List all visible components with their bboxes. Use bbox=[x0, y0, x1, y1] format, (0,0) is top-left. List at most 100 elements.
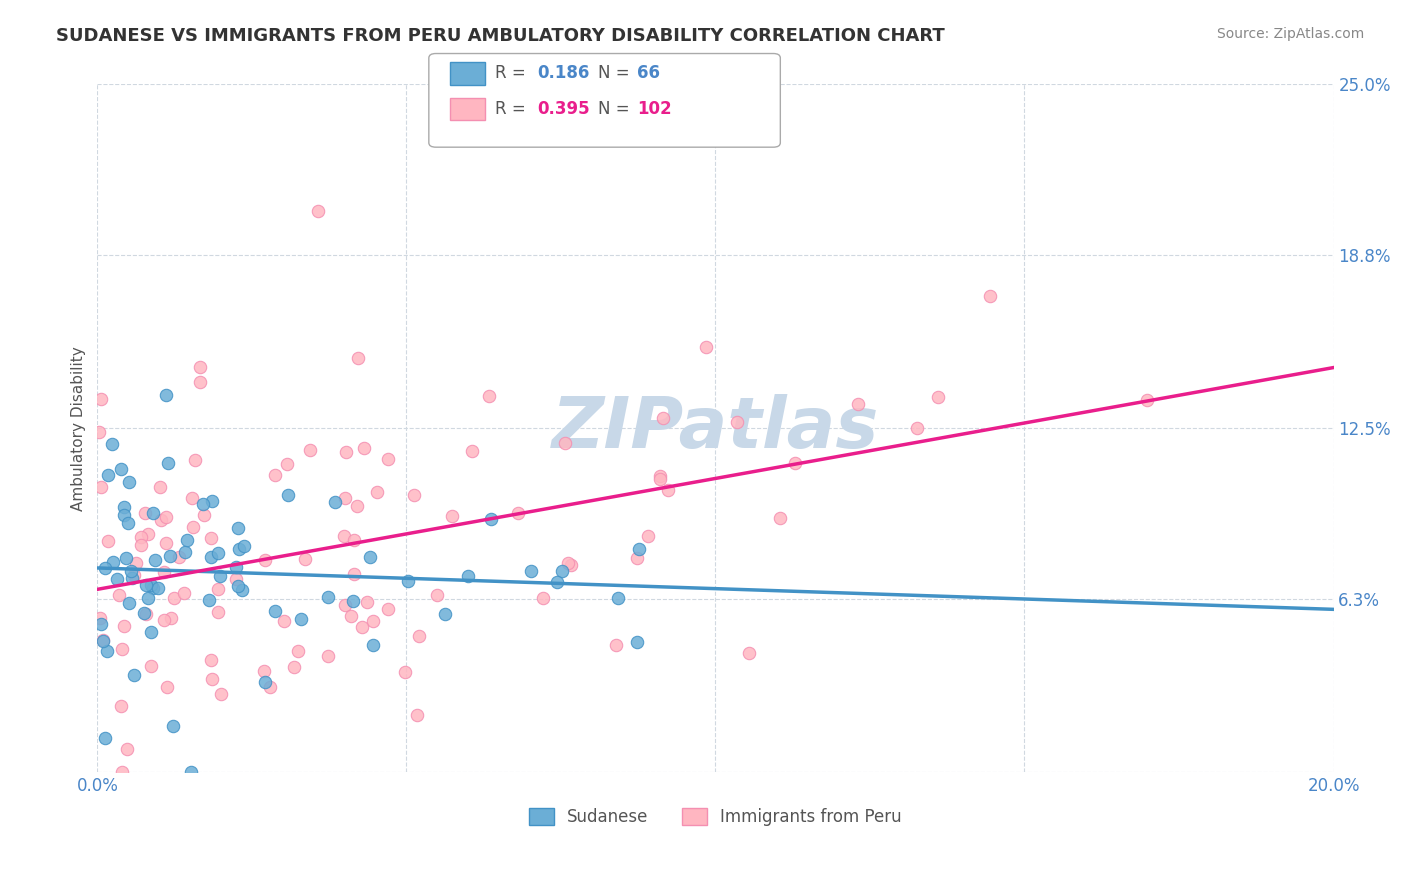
Immigrants from Peru bbox=[287, 643, 309, 657]
Immigrants from Peru bbox=[139, 659, 162, 673]
Sudanese bbox=[290, 612, 312, 626]
Text: N =: N = bbox=[598, 100, 634, 118]
Text: R =: R = bbox=[495, 100, 531, 118]
Immigrants from Peru bbox=[155, 510, 177, 524]
Immigrants from Peru bbox=[343, 533, 366, 547]
Sudanese bbox=[155, 388, 177, 402]
Immigrants from Peru bbox=[342, 566, 364, 581]
Sudanese bbox=[546, 574, 568, 589]
Immigrants from Peru bbox=[90, 480, 112, 494]
Immigrants from Peru bbox=[769, 511, 792, 525]
Text: ZIPatlas: ZIPatlas bbox=[551, 393, 879, 463]
Immigrants from Peru bbox=[181, 520, 204, 534]
Immigrants from Peru bbox=[725, 415, 748, 429]
Sudanese bbox=[316, 590, 339, 604]
Immigrants from Peru bbox=[783, 456, 806, 470]
Immigrants from Peru bbox=[200, 653, 222, 667]
Sudanese bbox=[231, 583, 253, 598]
Immigrants from Peru bbox=[207, 582, 229, 597]
Immigrants from Peru bbox=[353, 441, 375, 455]
Immigrants from Peru bbox=[97, 534, 120, 549]
Immigrants from Peru bbox=[335, 598, 357, 612]
Sudanese bbox=[121, 571, 143, 585]
Sudanese bbox=[120, 565, 142, 579]
Sudanese bbox=[277, 488, 299, 502]
Immigrants from Peru bbox=[162, 591, 184, 606]
Immigrants from Peru bbox=[225, 572, 247, 586]
Sudanese bbox=[90, 617, 112, 632]
Sudanese bbox=[457, 569, 479, 583]
Immigrants from Peru bbox=[153, 613, 176, 627]
Sudanese bbox=[159, 549, 181, 564]
Text: N =: N = bbox=[598, 64, 634, 82]
Sudanese bbox=[117, 516, 139, 531]
Immigrants from Peru bbox=[155, 681, 177, 695]
Immigrants from Peru bbox=[110, 699, 132, 714]
Immigrants from Peru bbox=[1136, 392, 1159, 407]
Immigrants from Peru bbox=[440, 509, 463, 524]
Sudanese bbox=[180, 765, 202, 780]
Sudanese bbox=[112, 500, 135, 515]
Immigrants from Peru bbox=[87, 425, 110, 439]
Sudanese bbox=[201, 493, 224, 508]
Immigrants from Peru bbox=[129, 529, 152, 543]
Sudanese bbox=[112, 508, 135, 522]
Sudanese bbox=[627, 541, 650, 556]
Immigrants from Peru bbox=[254, 553, 277, 567]
Sudanese bbox=[93, 731, 115, 745]
Sudanese bbox=[91, 633, 114, 648]
Text: SUDANESE VS IMMIGRANTS FROM PERU AMBULATORY DISABILITY CORRELATION CHART: SUDANESE VS IMMIGRANTS FROM PERU AMBULAT… bbox=[56, 27, 945, 45]
Sudanese bbox=[232, 539, 254, 553]
Immigrants from Peru bbox=[115, 741, 138, 756]
Immigrants from Peru bbox=[190, 359, 212, 374]
Immigrants from Peru bbox=[626, 550, 648, 565]
Immigrants from Peru bbox=[259, 680, 281, 694]
Immigrants from Peru bbox=[506, 506, 529, 520]
Immigrants from Peru bbox=[183, 453, 205, 467]
Immigrants from Peru bbox=[180, 491, 202, 505]
Sudanese bbox=[107, 572, 129, 586]
Immigrants from Peru bbox=[657, 483, 679, 497]
Immigrants from Peru bbox=[307, 204, 329, 219]
Sudanese bbox=[191, 497, 214, 511]
Immigrants from Peru bbox=[252, 664, 274, 678]
Immigrants from Peru bbox=[209, 688, 232, 702]
Sudanese bbox=[136, 591, 159, 605]
Sudanese bbox=[115, 551, 138, 566]
Immigrants from Peru bbox=[201, 672, 224, 686]
Immigrants from Peru bbox=[738, 646, 761, 660]
Immigrants from Peru bbox=[134, 507, 156, 521]
Sudanese bbox=[118, 475, 141, 490]
Immigrants from Peru bbox=[394, 665, 416, 679]
Sudanese bbox=[146, 581, 169, 595]
Immigrants from Peru bbox=[273, 614, 295, 628]
Sudanese bbox=[173, 545, 195, 559]
Immigrants from Peru bbox=[207, 605, 229, 619]
Immigrants from Peru bbox=[377, 452, 399, 467]
Immigrants from Peru bbox=[90, 392, 112, 406]
Immigrants from Peru bbox=[557, 556, 579, 570]
Text: R =: R = bbox=[495, 64, 531, 82]
Immigrants from Peru bbox=[652, 411, 675, 425]
Immigrants from Peru bbox=[298, 443, 321, 458]
Immigrants from Peru bbox=[927, 390, 949, 404]
Immigrants from Peru bbox=[404, 488, 426, 502]
Sudanese bbox=[254, 675, 277, 690]
Immigrants from Peru bbox=[347, 351, 370, 365]
Sudanese bbox=[323, 495, 346, 509]
Immigrants from Peru bbox=[149, 513, 172, 527]
Sudanese bbox=[626, 635, 648, 649]
Text: 0.186: 0.186 bbox=[537, 64, 589, 82]
Sudanese bbox=[607, 591, 630, 605]
Immigrants from Peru bbox=[167, 550, 190, 565]
Sudanese bbox=[200, 550, 222, 565]
Immigrants from Peru bbox=[478, 389, 501, 403]
Sudanese bbox=[225, 560, 247, 574]
Immigrants from Peru bbox=[406, 707, 429, 722]
Immigrants from Peru bbox=[695, 341, 717, 355]
Immigrants from Peru bbox=[173, 585, 195, 599]
Sudanese bbox=[139, 578, 162, 592]
Sudanese bbox=[143, 553, 166, 567]
Immigrants from Peru bbox=[554, 435, 576, 450]
Immigrants from Peru bbox=[605, 638, 627, 652]
